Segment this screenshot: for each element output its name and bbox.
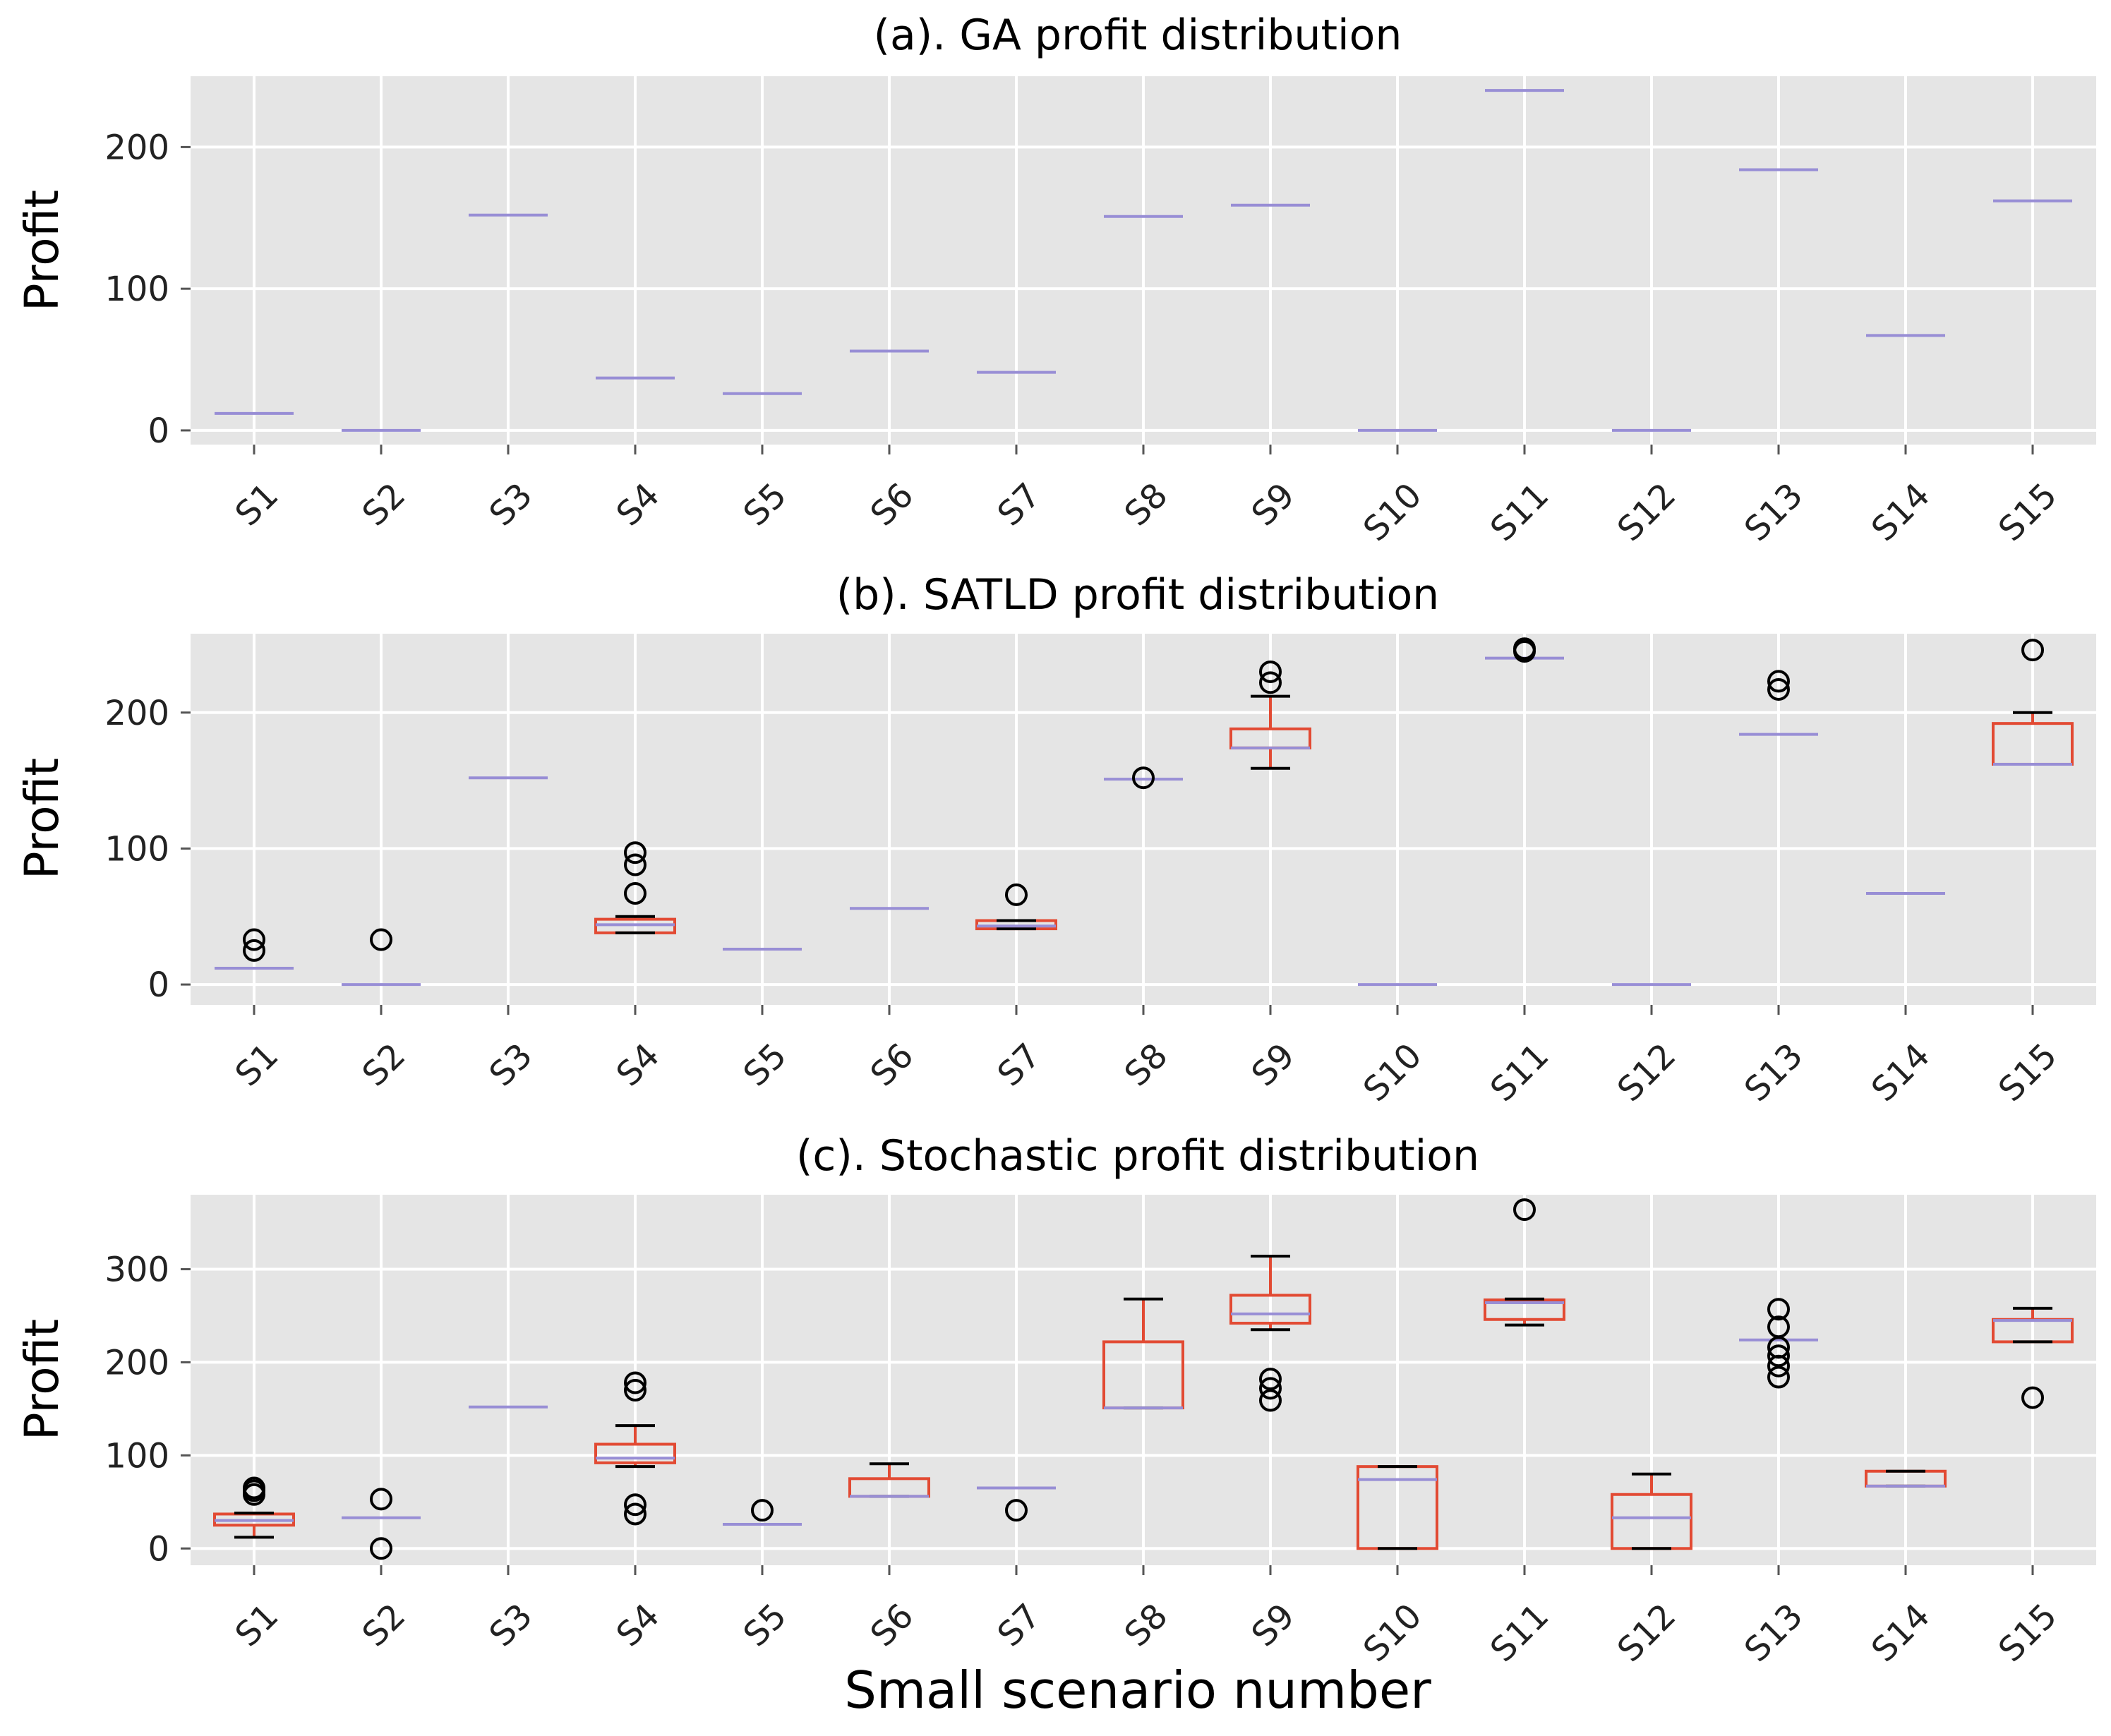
- outlier-point: [1259, 671, 1282, 694]
- panel-a-ylabel: Profit: [15, 190, 69, 311]
- box-s1: [213, 1476, 295, 1539]
- box-s14: [1865, 1469, 1947, 1488]
- y-tick-label: 0: [148, 411, 169, 451]
- outlier-point: [1005, 1499, 1028, 1522]
- outlier-point: [243, 928, 265, 951]
- iqr-box: [594, 1442, 676, 1464]
- y-tick-label: 100: [104, 829, 169, 869]
- box-s13: [1739, 1298, 1818, 1389]
- box-s6: [848, 1462, 930, 1498]
- box-s4: [594, 841, 676, 934]
- outlier-point: [624, 1493, 646, 1517]
- outlier-point: [1259, 660, 1282, 683]
- outlier-point: [624, 1371, 646, 1394]
- outlier-point: [1259, 1377, 1282, 1400]
- y-tick-label: 100: [104, 1436, 169, 1476]
- y-tick-label: 300: [104, 1250, 169, 1290]
- outlier-point: [370, 1488, 392, 1511]
- outlier-point: [624, 882, 646, 905]
- outlier-point: [1513, 637, 1536, 661]
- panel-c-title: (c). Stochastic profit distribution: [796, 1131, 1479, 1181]
- box-s12: [1611, 1472, 1692, 1550]
- outlier-point: [243, 939, 265, 962]
- box-s5: [723, 1499, 802, 1526]
- outlier-point: [1767, 677, 1790, 701]
- outlier-point: [624, 1379, 646, 1402]
- y-tick-label: 200: [104, 694, 169, 733]
- outlier-point: [624, 1502, 646, 1526]
- box-s9: [1229, 660, 1311, 770]
- box-s15: [1992, 639, 2074, 766]
- outlier-point: [1132, 766, 1155, 790]
- panel-a-title: (a). GA profit distribution: [874, 11, 1402, 60]
- y-tick-label: 100: [104, 270, 169, 309]
- outlier-point: [1005, 883, 1028, 906]
- box-s13: [1739, 670, 1818, 736]
- y-tick-label: 0: [148, 965, 169, 1005]
- box-s10: [1357, 1465, 1438, 1550]
- box-s1: [215, 928, 294, 970]
- box-s8: [1102, 1297, 1184, 1410]
- panel-b-ylabel: Profit: [15, 758, 69, 879]
- outlier-point: [243, 1476, 265, 1500]
- box-s11: [1485, 637, 1564, 663]
- box-s7: [975, 883, 1057, 931]
- outlier-point: [2021, 639, 2044, 662]
- iqr-box: [1229, 1294, 1311, 1325]
- outlier-point: [1767, 1315, 1790, 1339]
- box-s7: [977, 1486, 1056, 1522]
- box-s2: [342, 928, 421, 987]
- box-s11: [1484, 1198, 1565, 1327]
- box-s2: [342, 1488, 421, 1560]
- y-tick-label: 200: [104, 128, 169, 167]
- outlier-point: [1259, 1389, 1282, 1412]
- outlier-point: [624, 853, 646, 876]
- x-axis-label: Small scenario number: [844, 1660, 1431, 1720]
- outlier-point: [1259, 1368, 1282, 1391]
- outlier-point: [1513, 1198, 1536, 1222]
- y-tick-label: 200: [104, 1343, 169, 1382]
- outlier-point: [1767, 1298, 1790, 1321]
- outlier-point: [1767, 670, 1790, 693]
- y-tick-label: 0: [148, 1529, 169, 1569]
- box-s9: [1229, 1255, 1311, 1412]
- panel-c-ylabel: Profit: [15, 1319, 69, 1440]
- box-s15: [1992, 1306, 2074, 1409]
- outlier-point: [1767, 1366, 1790, 1389]
- box-s4: [594, 1371, 676, 1526]
- panel-b-title: (b). SATLD profit distribution: [836, 570, 1439, 620]
- outlier-point: [1767, 1344, 1790, 1368]
- outlier-point: [624, 841, 646, 864]
- outlier-point: [751, 1499, 774, 1522]
- box-s8: [1104, 766, 1183, 790]
- outlier-point: [370, 928, 392, 951]
- outlier-point: [370, 1537, 392, 1560]
- outlier-point: [2021, 1386, 2044, 1409]
